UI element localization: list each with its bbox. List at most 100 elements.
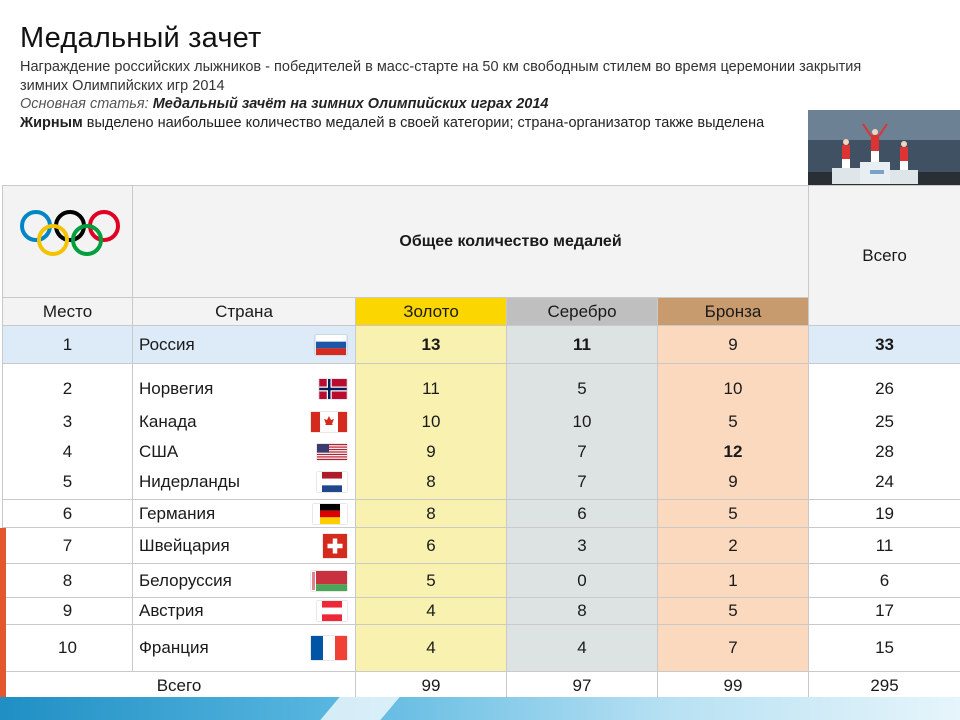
table-row: 10 Франция 4 4 7 15 (2, 624, 960, 672)
header-total: Всего (862, 245, 907, 265)
total-cell: 33 (808, 325, 960, 364)
bronze-cell: 2 (656, 527, 810, 564)
bronze-cell: 7 (656, 624, 810, 672)
totals-total: 295 (808, 671, 960, 700)
total-value: 25 (875, 411, 894, 431)
bold-note: Жирным выделено наибольшее количество ме… (20, 115, 810, 131)
place-cell: 7 (2, 527, 133, 564)
country-name: Канада (139, 411, 197, 431)
flag-netherlands-icon (322, 471, 342, 492)
page-subtitle: Награждение российских лыжников - победи… (20, 59, 862, 94)
silver-cell: 4 (506, 624, 658, 672)
country-name: Австрия (139, 601, 204, 620)
total-cell: 19 (808, 499, 960, 528)
flag-germany-icon (320, 503, 340, 524)
country-cell: Германия (132, 499, 356, 528)
place-cell: 1 (2, 325, 133, 364)
silver-group-cell: 5 10 7 7 (506, 363, 658, 500)
country-name: Франция (139, 638, 209, 657)
header-total-cell: Всего (808, 185, 960, 326)
total-cell: 11 (808, 527, 960, 564)
gold-cell: 5 (355, 563, 507, 598)
gold-group-cell: 11 10 9 8 (355, 363, 507, 500)
place-value: 3 (62, 411, 73, 431)
total-value: 26 (875, 378, 894, 398)
flag-france-icon (311, 636, 347, 660)
gold-cell: 4 (355, 624, 507, 672)
flag-canada-icon (311, 411, 347, 432)
page-title: Медальный зачет (20, 22, 262, 54)
bronze-cell: 5 (656, 499, 810, 528)
header-place: Место (2, 297, 133, 326)
gold-cell: 6 (355, 527, 507, 564)
silver-value: 5 (577, 378, 587, 398)
flag-austria-icon (322, 601, 342, 621)
table-row-group: 2 3 4 5 Норвегия Канада США Нидерланды 1… (2, 363, 960, 500)
header-gold: Золото (355, 297, 507, 326)
silver-cell: 3 (506, 527, 658, 564)
silver-cell: 8 (506, 597, 658, 625)
main-article-link[interactable]: Медальный зачёт на зимних Олимпийских иг… (152, 96, 549, 112)
country-cell: Австрия (132, 597, 356, 625)
total-cell: 15 (808, 624, 960, 672)
flag-belarus-icon (311, 570, 347, 591)
flag-russia-icon (316, 334, 346, 355)
total-value: 28 (875, 441, 894, 461)
medal-table: Общее количество медалей Всего Место Стр… (2, 185, 960, 700)
country-name: Россия (139, 334, 195, 354)
header-bronze: Бронза (656, 297, 810, 326)
totals-bronze: 99 (656, 671, 810, 700)
country-cell: Швейцария (132, 527, 356, 564)
header-country: Страна (132, 297, 356, 326)
bronze-cell: 1 (656, 563, 810, 598)
gold-value: 11 (422, 378, 440, 398)
flag-usa-icon (317, 443, 347, 460)
country-name: Норвегия (139, 378, 214, 398)
total-cell: 17 (808, 597, 960, 625)
main-article-line: Основная статья: Медальный зачёт на зимн… (20, 96, 548, 112)
gold-value: 8 (426, 471, 436, 491)
silver-value: 10 (572, 411, 592, 431)
totals-row: Всего 99 97 99 295 (2, 671, 960, 700)
gold-value: 9 (426, 441, 436, 461)
place-group-cell: 2 3 4 5 (2, 363, 133, 500)
left-accent-bar (0, 528, 6, 698)
bronze-value: 12 (723, 441, 743, 461)
bold-note-keyword: Жирным (20, 115, 83, 131)
flag-norway-icon (319, 378, 347, 399)
place-cell: 9 (2, 597, 133, 625)
silver-value: 7 (577, 471, 587, 491)
country-name: США (139, 441, 179, 461)
country-name: Швейцария (139, 535, 230, 555)
main-article-prefix: Основная статья: (20, 96, 149, 112)
gold-cell: 4 (355, 597, 507, 625)
bold-note-text: выделено наибольшее количество медалей в… (82, 115, 765, 131)
table-row: 6 Германия 8 6 5 19 (2, 499, 960, 528)
header-total-medals-cell: Общее количество медалей (131, 185, 810, 298)
totals-label: Всего (2, 671, 356, 700)
flag-switzerland-icon (323, 533, 347, 558)
place-cell: 10 (2, 624, 133, 672)
place-value: 5 (62, 471, 73, 491)
table-row: 9 Австрия 4 8 5 17 (2, 597, 960, 625)
total-cell: 6 (808, 563, 960, 598)
country-cell: Франция (132, 624, 356, 672)
place-cell: 8 (2, 563, 133, 598)
table-row: 7 Швейцария 6 3 2 11 (2, 527, 960, 564)
place-value: 2 (62, 378, 73, 398)
country-cell: Россия (132, 325, 356, 364)
country-name: Нидерланды (139, 471, 240, 491)
place-value: 4 (62, 441, 73, 461)
olympic-rings-icon (20, 210, 120, 256)
country-name: Германия (139, 503, 216, 523)
bottom-decoration-bar (0, 697, 960, 720)
bronze-group-cell: 10 5 12 9 (656, 363, 810, 500)
silver-cell: 11 (506, 325, 658, 364)
country-group-cell: Норвегия Канада США Нидерланды (132, 363, 356, 500)
ceremony-photo (808, 110, 960, 210)
header-silver: Серебро (506, 297, 658, 326)
bronze-value: 10 (723, 378, 743, 398)
place-cell: 6 (2, 499, 133, 528)
table-row: 8 Белоруссия 5 0 1 6 (2, 563, 960, 598)
bronze-cell: 5 (656, 597, 810, 625)
